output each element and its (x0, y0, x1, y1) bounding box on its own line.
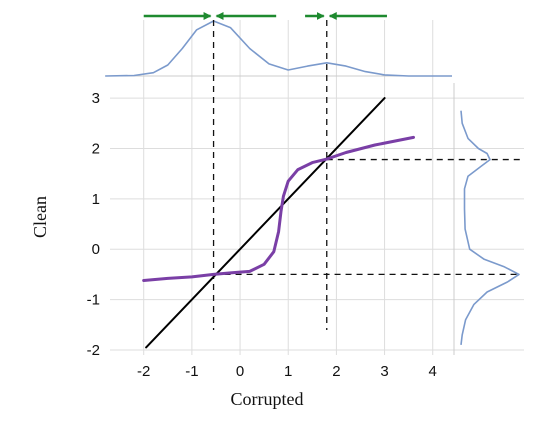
tick-labels: -2 -1 0 1 2 3 4 -2 -1 0 1 2 3 (87, 90, 437, 380)
y-tick-label: 0 (92, 241, 100, 258)
top-density-curve (105, 20, 452, 77)
y-tick-label: 1 (92, 191, 100, 208)
x-tick-label: 1 (284, 363, 292, 380)
y-tick-label: 2 (92, 140, 100, 157)
x-tick-label: -1 (185, 363, 198, 380)
y-axis-title: Clean (30, 196, 50, 238)
right-density-curve (460, 110, 520, 345)
identity-line (145, 97, 386, 349)
top-density-panel (105, 20, 452, 77)
x-tick-label: 0 (236, 363, 244, 380)
mapping-curve (142, 135, 415, 282)
y-tick-label: -1 (87, 292, 100, 309)
x-tick-label: 4 (429, 363, 437, 380)
series-lines (142, 97, 415, 349)
grid (110, 20, 524, 355)
x-axis-title: Corrupted (231, 389, 304, 409)
dashed-guides (212, 20, 520, 330)
x-tick-label: 3 (380, 363, 388, 380)
y-tick-label: 3 (92, 90, 100, 107)
y-tick-label: -2 (87, 342, 100, 359)
right-density-panel (460, 110, 520, 345)
x-tick-label: -2 (137, 363, 150, 380)
x-tick-label: 2 (332, 363, 340, 380)
